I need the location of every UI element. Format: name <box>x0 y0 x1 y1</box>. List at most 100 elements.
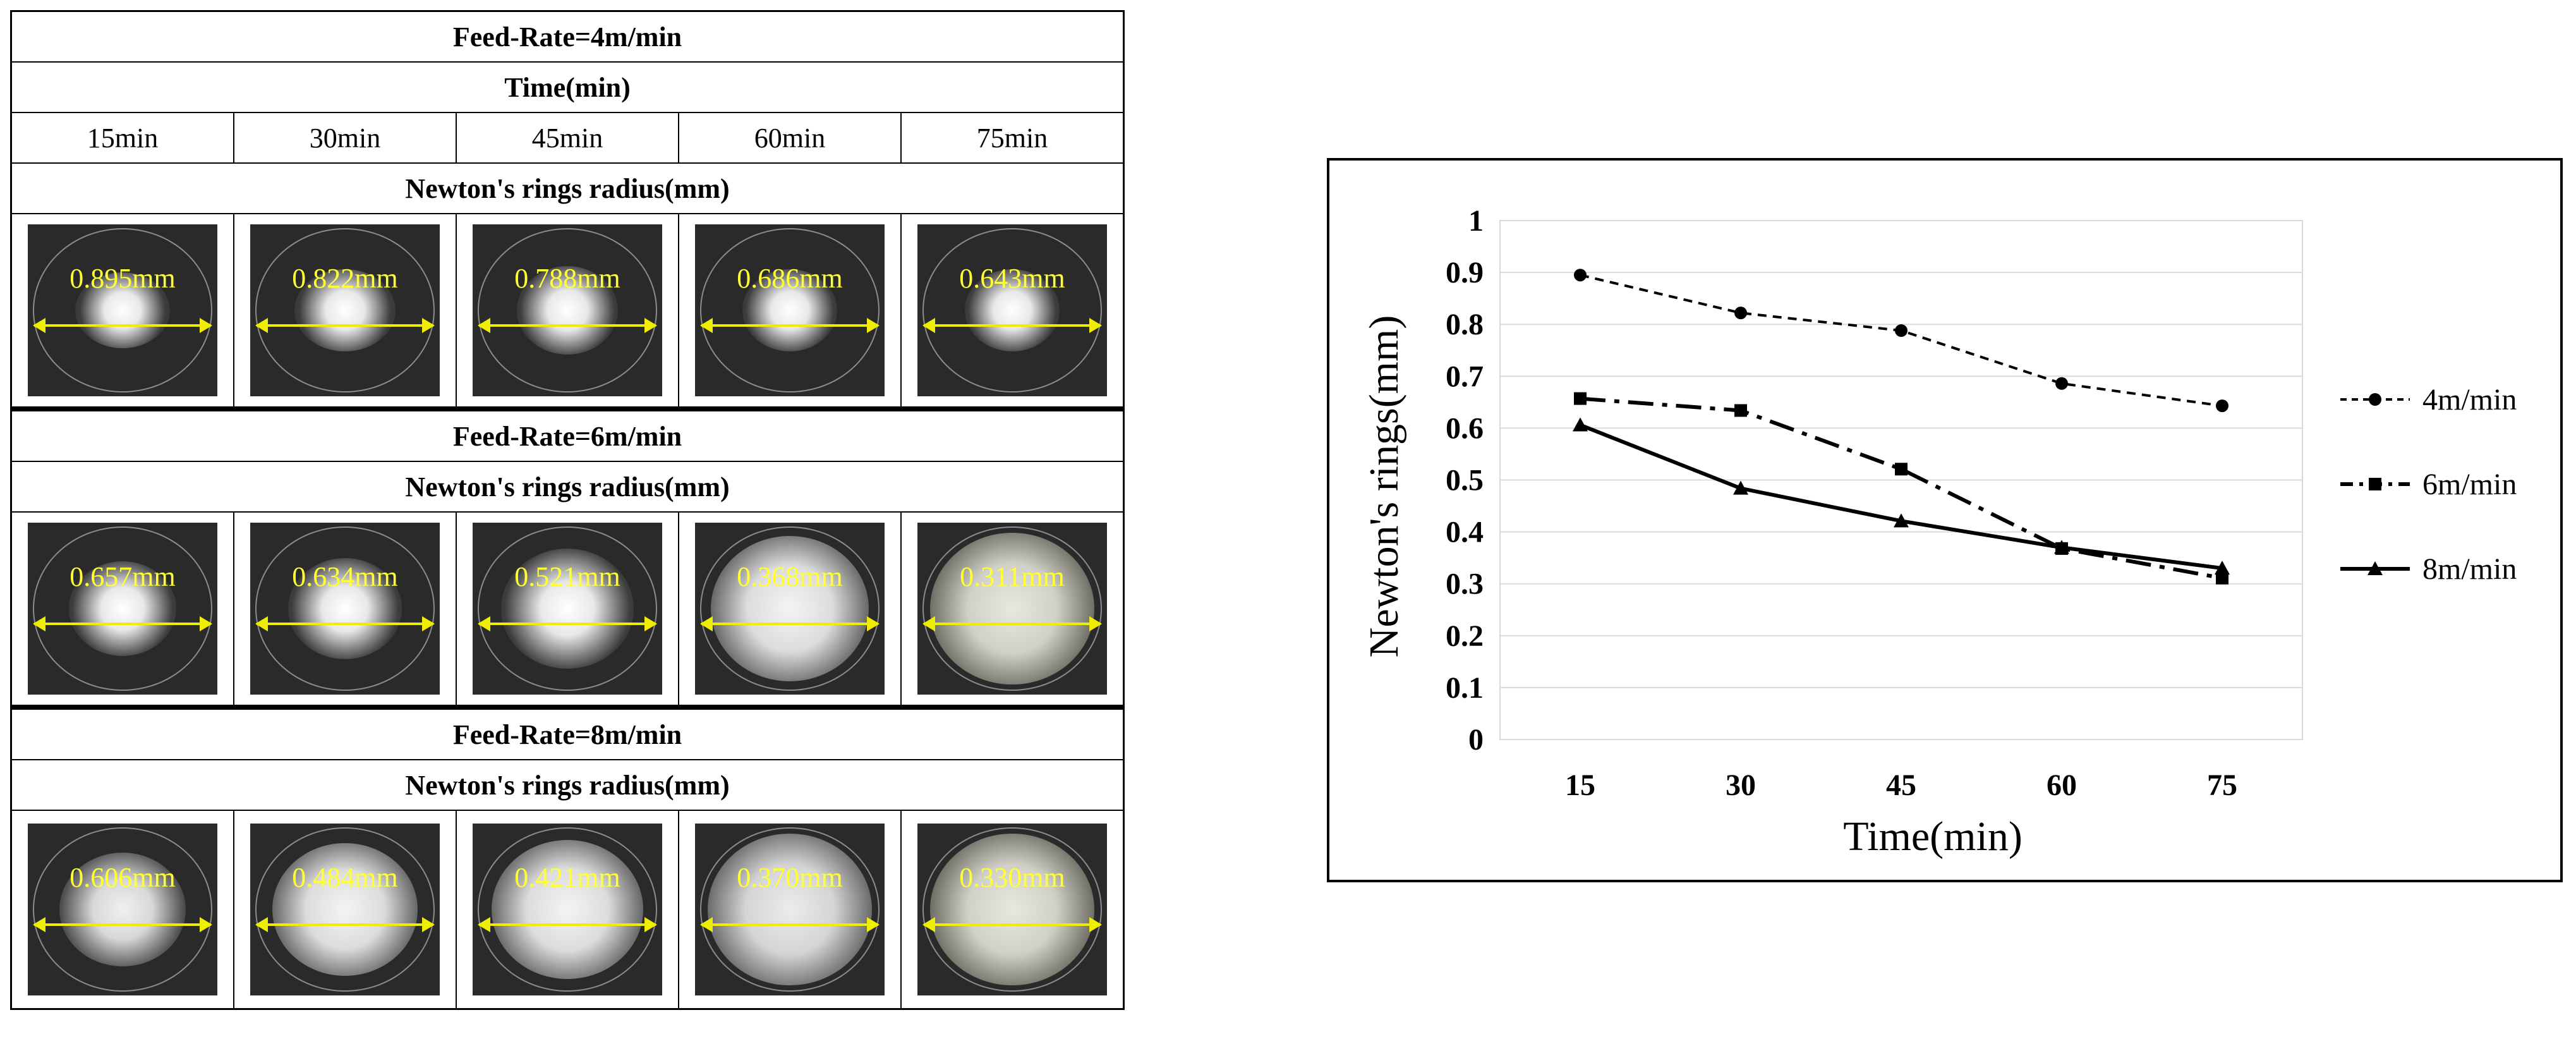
line-chart: 0 0.1 0.2 0.3 0.4 0.5 0.6 0.7 0.8 0.9 1 15 30 45 60 75 T… <box>1361 204 2517 860</box>
radius-header-text: Newton's rings radius(mm) <box>405 769 730 801</box>
image-cell: 0.895mm <box>12 214 234 406</box>
measure-arrow <box>700 916 880 932</box>
measurement-label: 0.606mm <box>70 861 176 893</box>
measure-arrow <box>478 616 657 631</box>
light-spot <box>294 269 396 351</box>
section-title-6m: Feed-Rate=6m/min <box>12 411 1123 462</box>
section-title-4m: Feed-Rate=4m/min <box>12 12 1123 63</box>
light-spot <box>930 834 1094 985</box>
legend-marker <box>2369 393 2381 406</box>
measurement-label: 0.521mm <box>514 561 620 592</box>
measure-arrow <box>33 317 212 333</box>
light-spot <box>517 266 618 355</box>
light-spot <box>711 536 869 681</box>
image-row-4m: 0.895mm 0.822mm 0.788mm 0.686mm 0.643mm <box>12 214 1123 411</box>
measurement-label: 0.330mm <box>959 861 1065 893</box>
data-point-8m/min <box>1733 480 1748 495</box>
micrograph-image: 0.311mm <box>917 523 1107 695</box>
y-tick-label: 0.1 <box>1446 671 1484 705</box>
data-point-8m/min <box>1894 513 1909 528</box>
data-point-8m/min <box>1573 417 1588 432</box>
x-tick-label: 30 <box>1726 769 1756 802</box>
y-tick-label: 0.4 <box>1446 516 1484 549</box>
y-tick-label: 0.8 <box>1446 308 1484 341</box>
x-tick-label: 15 <box>1565 769 1595 802</box>
image-cell: 0.521mm <box>457 513 679 705</box>
micrograph-image: 0.370mm <box>695 824 885 995</box>
light-spot <box>272 843 418 976</box>
micrograph-image: 0.606mm <box>28 824 217 995</box>
micrograph-image: 0.822mm <box>250 224 440 396</box>
micrograph-image: 0.686mm <box>695 224 885 396</box>
series-line-6m/min <box>1580 396 2223 580</box>
image-row-6m: 0.657mm 0.634mm 0.521mm 0.368mm 0.311mm <box>12 513 1123 710</box>
data-point-4m/min <box>1574 269 1587 282</box>
measurement-label: 0.643mm <box>959 262 1065 294</box>
image-cell: 0.311mm <box>902 513 1123 705</box>
radius-header-text: Newton's rings radius(mm) <box>405 173 730 204</box>
time-label: 15min <box>12 113 234 162</box>
micrograph-image: 0.643mm <box>917 224 1107 396</box>
micrograph-image: 0.368mm <box>695 523 885 695</box>
legend-label: 4m/min <box>2422 383 2517 417</box>
radius-header-text: Newton's rings radius(mm) <box>405 471 730 502</box>
data-point-6m/min <box>1734 404 1747 417</box>
legend-marker <box>2367 561 2383 575</box>
measure-arrow <box>255 616 435 631</box>
time-labels-row: 15min 30min 45min 60min 75min <box>12 113 1123 164</box>
time-header-text: Time(min) <box>504 71 631 103</box>
micrograph-image: 0.484mm <box>250 824 440 995</box>
newtons-rings-table: Feed-Rate=4m/min Time(min) 15min 30min 4… <box>10 10 1125 1010</box>
measure-arrow <box>33 916 212 932</box>
micrograph-image: 0.521mm <box>473 523 662 695</box>
y-tick-label: 0.7 <box>1446 360 1484 393</box>
light-spot <box>59 853 186 966</box>
section-title-8m: Feed-Rate=8m/min <box>12 710 1123 760</box>
image-row-8m: 0.606mm 0.484mm 0.421mm 0.370mm 0.330mm <box>12 811 1123 1008</box>
measurement-label: 0.311mm <box>960 561 1065 592</box>
radius-header-8m: Newton's rings radius(mm) <box>12 760 1123 811</box>
data-point-6m/min <box>2216 571 2228 585</box>
y-tick-label: 0.2 <box>1446 619 1484 653</box>
time-header: Time(min) <box>12 63 1123 113</box>
time-label: 30min <box>234 113 457 162</box>
y-tick-label: 0.9 <box>1446 256 1484 289</box>
x-tick-label: 75 <box>2207 769 2237 802</box>
image-cell: 0.370mm <box>679 811 902 1008</box>
light-spot <box>75 272 170 348</box>
image-cell: 0.686mm <box>679 214 902 406</box>
measure-arrow <box>922 317 1102 333</box>
image-cell: 0.330mm <box>902 811 1123 1008</box>
data-point-4m/min <box>1734 307 1747 320</box>
measurement-label: 0.634mm <box>292 561 398 592</box>
measure-arrow <box>33 616 212 631</box>
data-point-6m/min <box>1574 392 1587 405</box>
measure-arrow <box>700 317 880 333</box>
chart-frame: 0 0.1 0.2 0.3 0.4 0.5 0.6 0.7 0.8 0.9 1 15 30 45 60 75 T… <box>1327 158 2563 882</box>
y-tick-label: 0.3 <box>1446 568 1484 601</box>
y-axis-label: Newton's rings(mm) <box>1361 315 1407 658</box>
measure-arrow <box>255 916 435 932</box>
legend-label: 8m/min <box>2422 552 2517 586</box>
x-tick-label: 60 <box>2047 769 2077 802</box>
time-label: 75min <box>976 122 1048 154</box>
measure-arrow <box>922 616 1102 631</box>
light-spot <box>69 561 176 656</box>
x-tick-label: 45 <box>1886 769 1916 802</box>
measurement-label: 0.368mm <box>737 561 843 592</box>
light-spot <box>492 840 643 979</box>
image-cell: 0.643mm <box>902 214 1123 406</box>
legend-label: 6m/min <box>2422 468 2517 501</box>
y-tick-label: 0.5 <box>1446 464 1484 497</box>
data-point-4m/min <box>2055 377 2068 390</box>
image-cell: 0.657mm <box>12 513 234 705</box>
micrograph-image: 0.895mm <box>28 224 217 396</box>
image-cell: 0.788mm <box>457 214 679 406</box>
measurement-label: 0.657mm <box>70 561 176 592</box>
section-title-text: Feed-Rate=4m/min <box>452 21 682 52</box>
section-title-text: Feed-Rate=6m/min <box>452 420 682 452</box>
x-axis-label: Time(min) <box>1843 813 2023 860</box>
data-point-8m/min <box>2215 561 2230 575</box>
measurement-label: 0.484mm <box>292 861 398 893</box>
measure-arrow <box>478 317 657 333</box>
